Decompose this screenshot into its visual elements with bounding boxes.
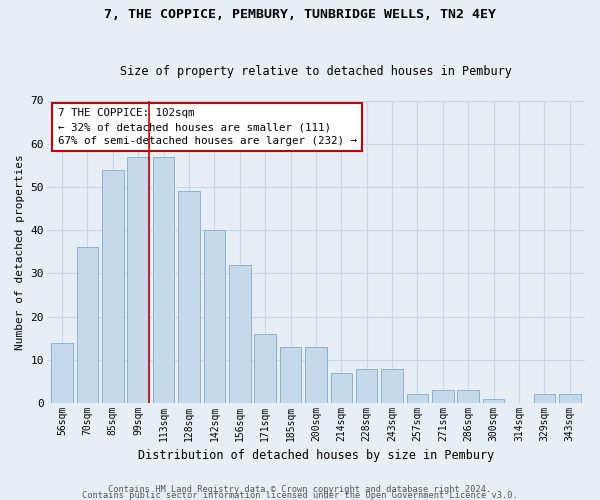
- Text: 7 THE COPPICE: 102sqm
← 32% of detached houses are smaller (111)
67% of semi-det: 7 THE COPPICE: 102sqm ← 32% of detached …: [58, 108, 356, 146]
- Bar: [178, 192, 200, 403]
- X-axis label: Distribution of detached houses by size in Pembury: Distribution of detached houses by size …: [138, 450, 494, 462]
- Bar: [77, 248, 98, 403]
- Text: Contains public sector information licensed under the Open Government Licence v3: Contains public sector information licen…: [82, 490, 518, 500]
- Bar: [280, 347, 301, 403]
- Bar: [102, 170, 124, 403]
- Bar: [559, 394, 581, 403]
- Text: 7, THE COPPICE, PEMBURY, TUNBRIDGE WELLS, TN2 4EY: 7, THE COPPICE, PEMBURY, TUNBRIDGE WELLS…: [104, 8, 496, 20]
- Title: Size of property relative to detached houses in Pembury: Size of property relative to detached ho…: [120, 66, 512, 78]
- Bar: [127, 156, 149, 403]
- Bar: [203, 230, 225, 403]
- Bar: [51, 342, 73, 403]
- Bar: [483, 399, 505, 403]
- Bar: [457, 390, 479, 403]
- Y-axis label: Number of detached properties: Number of detached properties: [15, 154, 25, 350]
- Bar: [254, 334, 276, 403]
- Bar: [153, 156, 175, 403]
- Bar: [229, 265, 251, 403]
- Text: Contains HM Land Registry data © Crown copyright and database right 2024.: Contains HM Land Registry data © Crown c…: [109, 485, 491, 494]
- Bar: [432, 390, 454, 403]
- Bar: [305, 347, 327, 403]
- Bar: [356, 368, 377, 403]
- Bar: [381, 368, 403, 403]
- Bar: [533, 394, 555, 403]
- Bar: [331, 373, 352, 403]
- Bar: [407, 394, 428, 403]
